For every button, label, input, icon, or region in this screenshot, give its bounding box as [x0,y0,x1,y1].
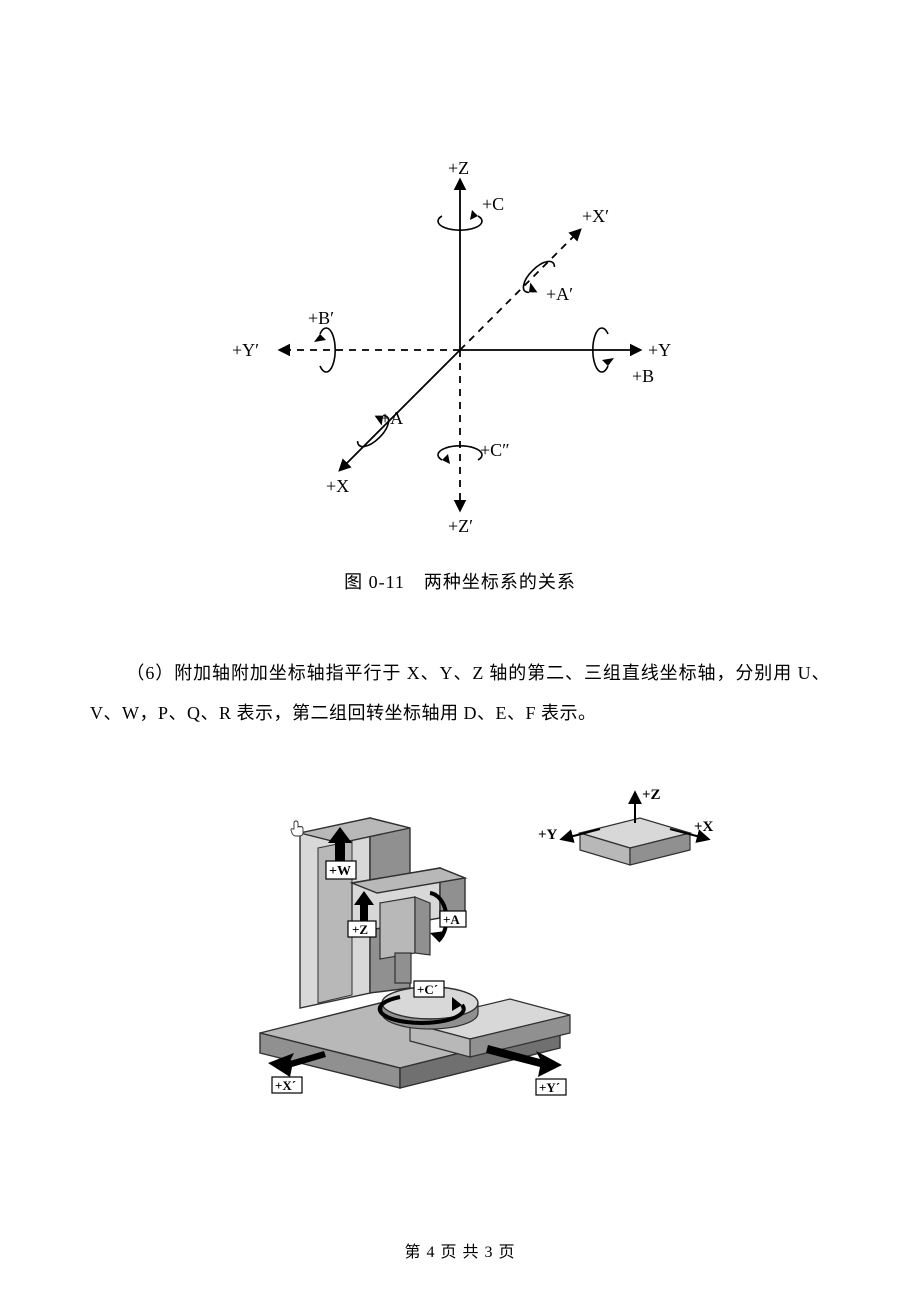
figure-1-container: +Z +Z′ +Y +Y′ +X +X′ +C +C″ +B +B′ +A +A… [90,160,830,540]
machine-diagram: +Z +Y +X [200,753,720,1113]
paragraph-6: （6）附加轴附加坐标轴指平行于 X、Y、Z 轴的第二、三组直线坐标轴，分别用 U… [90,654,830,733]
machine-label-z: +Z [352,922,368,937]
figure-2-container: +Z +Y +X [90,753,830,1113]
label-x-prime: +X′ [582,206,609,226]
machine-label-w: +W [329,864,351,879]
label-b-prime: +B′ [308,308,334,328]
page-footer: 第 4 页 共 3 页 [0,1238,920,1262]
mini-label-y: +Y [538,827,558,843]
coordinate-diagram: +Z +Z′ +Y +Y′ +X +X′ +C +C″ +B +B′ +A +A… [220,160,700,540]
paragraph-6-text: （6）附加轴附加坐标轴指平行于 X、Y、Z 轴的第二、三组直线坐标轴，分别用 U… [90,663,830,723]
mini-label-x: +X [694,819,714,835]
label-a: +A [380,408,403,428]
label-z-prime: +Z′ [448,516,473,536]
machine-body: +W +Z +A [260,818,570,1095]
mini-label-z: +Z [642,787,661,803]
label-a-prime: +A′ [546,284,573,304]
hand-cursor-icon [291,821,303,836]
label-y: +Y [648,340,671,360]
machine-label-x: +X´ [275,1078,296,1093]
label-x: +X [326,476,349,496]
mini-axes: +Z +Y +X [538,787,714,865]
machine-label-c: +C´ [417,982,438,997]
figure-1-caption: 图 0-11 两种坐标系的关系 [90,568,830,594]
label-y-prime: +Y′ [232,340,259,360]
machine-label-a: +A [443,912,460,927]
machine-label-y: +Y´ [539,1080,560,1095]
label-z: +Z [448,160,469,178]
label-b: +B [632,366,654,386]
label-c-dbl: +C″ [480,440,510,460]
label-c: +C [482,194,504,214]
